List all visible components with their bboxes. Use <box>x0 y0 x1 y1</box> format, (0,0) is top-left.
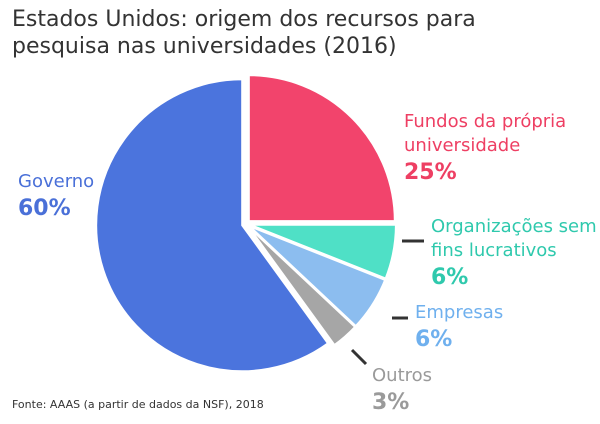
category-label: Outros <box>372 365 433 386</box>
category-label: Organizações sem fins lucrativos <box>431 216 597 261</box>
slice-label: Outros 3% <box>372 364 492 418</box>
pie-slice <box>95 78 330 373</box>
chart-title: Estados Unidos: origem dos recursos para… <box>12 7 476 59</box>
slice-label: Governo 60% <box>18 170 138 224</box>
value-label: 25% <box>404 160 457 185</box>
slice-label: Organizações sem fins lucrativos 6% <box>431 215 599 293</box>
leader-line <box>350 348 368 366</box>
value-label: 6% <box>415 327 453 352</box>
slice-label: Empresas 6% <box>415 301 595 355</box>
leader-lines <box>350 239 424 366</box>
pie-slice <box>247 74 396 223</box>
source: Fonte: AAAS (a partir de dados da NSF), … <box>12 398 264 411</box>
pie-slice <box>249 223 397 280</box>
pie-slice <box>248 225 387 328</box>
value-label: 60% <box>18 196 71 221</box>
category-label: Fundos da própria universidade <box>404 111 567 156</box>
category-label: Empresas <box>415 302 504 323</box>
slice-label: Fundos da própria universidade 25% <box>404 110 594 188</box>
value-label: 3% <box>372 390 410 415</box>
category-label: Governo <box>18 171 95 192</box>
value-label: 6% <box>431 265 469 290</box>
pie-slice <box>247 226 357 347</box>
